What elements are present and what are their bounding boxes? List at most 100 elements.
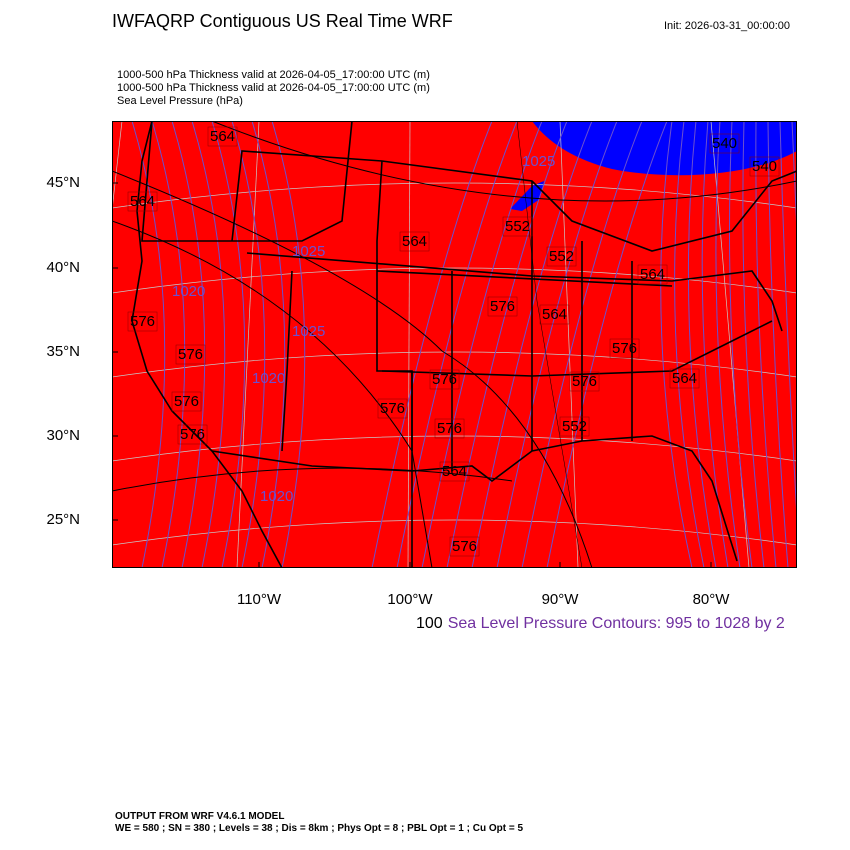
contour-label-box <box>569 371 600 392</box>
footer-model: OUTPUT FROM WRF V4.6.1 MODEL <box>115 811 285 822</box>
meridian-line <box>112 121 123 214</box>
parallel-line <box>112 519 797 546</box>
lon-label-90: 90°W <box>541 591 579 608</box>
contour-label-box <box>487 296 518 317</box>
slp-contour <box>660 121 693 568</box>
thickness-contour <box>112 467 513 492</box>
thickness-label: 564 <box>210 128 235 145</box>
thickness-contour <box>112 170 593 568</box>
pressure-label: 1025 <box>292 323 325 340</box>
contour-label-box <box>429 369 460 390</box>
thickness-label: 576 <box>174 393 199 410</box>
slp-contour <box>251 121 286 568</box>
contour-label-box <box>449 536 480 557</box>
slp-contour <box>715 121 741 568</box>
contour-label-box <box>127 191 158 212</box>
slp-contour <box>371 121 493 568</box>
contour-label-box <box>546 246 577 267</box>
legend-prefix: 100 <box>416 615 443 632</box>
contour-label-box <box>127 311 158 332</box>
contour-label-box <box>377 398 408 419</box>
contour-label-box <box>175 344 206 365</box>
thickness-label: 576 <box>432 371 457 388</box>
parallel-line <box>112 351 797 378</box>
meridian-line <box>407 121 411 568</box>
pressure-label: 1020 <box>252 370 285 387</box>
lat-label-40: 40°N <box>46 259 80 276</box>
slp-contour <box>151 121 186 568</box>
slp-contour <box>755 121 777 568</box>
slp-contour <box>674 121 705 568</box>
slp-contour <box>271 121 306 568</box>
thickness-label: 540 <box>752 158 777 175</box>
weather-map: 564 564 564 552 552 540 540 564 576 576 576 576 576 5… <box>112 121 797 568</box>
slp-contour <box>729 121 753 568</box>
slp-contour <box>211 121 246 568</box>
slp-contour <box>171 121 206 568</box>
contour-label-box <box>559 416 590 437</box>
thickness-label: 576 <box>490 298 515 315</box>
thickness-label: 564 <box>640 266 665 283</box>
legend: 100 Sea Level Pressure Contours: 995 to 1… <box>416 615 785 633</box>
contour-label-box <box>749 156 780 177</box>
subtitle-slp: Sea Level Pressure (hPa) <box>117 95 243 107</box>
slp-contour <box>687 121 717 568</box>
contour-label-box <box>434 418 465 439</box>
thickness-contour <box>211 121 797 202</box>
footer-config: WE = 580 ; SN = 380 ; Levels = 38 ; Dis … <box>115 823 524 834</box>
slp-contour <box>231 121 266 568</box>
thickness-contours <box>112 121 797 568</box>
contour-label-box <box>177 424 208 445</box>
slp-contours <box>131 121 797 568</box>
thickness-label: 564 <box>130 193 155 210</box>
slp-contour <box>767 121 789 568</box>
thickness-label: 564 <box>542 306 567 323</box>
pressure-label: 1020 <box>260 488 293 505</box>
thickness-fill-warm <box>112 121 797 568</box>
slp-contour <box>496 121 618 568</box>
contour-label-box <box>207 126 238 147</box>
plot-title: IWFAQRP Contiguous US Real Time WRF <box>112 11 453 31</box>
thickness-label: 552 <box>562 418 587 435</box>
subtitle-thickness-2: 1000-500 hPa Thickness valid at 2026-04-… <box>117 82 430 94</box>
thickness-label: 576 <box>437 420 462 437</box>
contour-label-box <box>439 461 470 482</box>
lon-label-100: 100°W <box>387 591 433 608</box>
slp-contour <box>546 121 668 568</box>
map-frame <box>112 121 797 568</box>
thickness-label: 552 <box>549 248 574 265</box>
lat-label-45: 45°N <box>46 174 80 191</box>
lat-label-35: 35°N <box>46 343 80 360</box>
slp-contour <box>191 121 226 568</box>
thickness-label: 564 <box>672 370 697 387</box>
contour-label-box <box>399 231 430 252</box>
pressure-label: 1025 <box>522 153 555 170</box>
thickness-label: 576 <box>612 340 637 357</box>
thickness-label: 576 <box>380 400 405 417</box>
contour-label-box <box>669 368 700 389</box>
slp-contour <box>131 121 166 568</box>
slp-contour <box>446 121 568 568</box>
contour-labels: 564 564 564 552 552 540 540 564 576 576 576 576 576 5… <box>127 126 780 557</box>
county-lines <box>516 121 583 568</box>
pressure-label: 1020 <box>172 283 205 300</box>
thickness-label: 540 <box>712 135 737 152</box>
slp-contour <box>421 121 543 568</box>
subtitle-thickness-1: 1000-500 hPa Thickness valid at 2026-04-… <box>117 69 430 81</box>
thickness-label: 576 <box>452 538 477 555</box>
thickness-label: 576 <box>178 346 203 363</box>
slp-contour <box>701 121 729 568</box>
thickness-contour <box>112 220 433 568</box>
thickness-label: 576 <box>130 313 155 330</box>
graticule <box>112 121 797 568</box>
meridian-line <box>559 121 579 568</box>
lon-label-80: 80°W <box>692 591 730 608</box>
slp-contour <box>742 121 765 568</box>
lon-label-110: 110°W <box>236 591 282 608</box>
lake-superior-cold <box>510 181 544 211</box>
thickness-label: 576 <box>180 426 205 443</box>
thickness-label: 564 <box>442 463 467 480</box>
contour-label-box <box>609 338 640 359</box>
thickness-label: 552 <box>505 218 530 235</box>
contour-label-box <box>502 216 533 237</box>
